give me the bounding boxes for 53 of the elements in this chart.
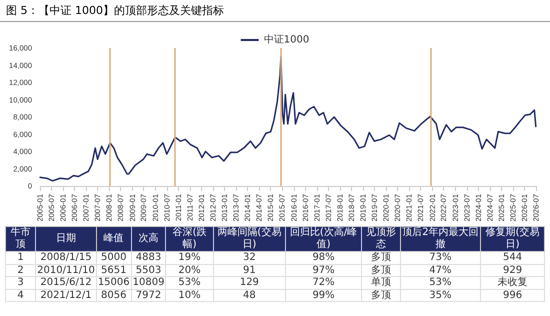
text: 53% — [400, 276, 481, 289]
text: 牛市顶 — [6, 226, 36, 252]
text: 2 — [6, 264, 36, 276]
text: 修复期(交易日) — [480, 226, 544, 252]
text: 3 — [6, 276, 36, 289]
line-series — [39, 56, 537, 182]
text: 19% — [166, 252, 214, 264]
text: 15006 — [96, 276, 132, 289]
text: 5000 — [96, 252, 132, 264]
text: 1 — [6, 252, 36, 264]
legend-label: 中证1000 — [264, 34, 310, 46]
text: 4 — [6, 289, 36, 302]
text: 32 — [213, 252, 286, 264]
text: 35% — [400, 289, 481, 302]
text: 7972 — [131, 289, 166, 302]
text: 8056 — [96, 289, 132, 302]
text: 5651 — [96, 264, 132, 276]
text: 99% — [286, 289, 362, 302]
text: 2010/11/10 — [36, 264, 96, 276]
text: 10809 — [131, 276, 166, 289]
text: 谷深(跌幅) — [166, 226, 214, 252]
text: 53% — [166, 276, 214, 289]
text: 73% — [400, 252, 481, 264]
text: 两峰间隔(交易日) — [213, 226, 286, 252]
text: 未收复 — [480, 276, 544, 289]
text: 峰值 — [96, 226, 132, 252]
text: 2008/1/15 — [36, 252, 96, 264]
text: 72% — [286, 276, 362, 289]
text: 多顶 — [361, 252, 400, 264]
text: 929 — [480, 264, 544, 276]
text: 单顶 — [361, 276, 400, 289]
text: 次高 — [131, 226, 166, 252]
text: 47% — [400, 264, 481, 276]
text: 2015/6/12 — [36, 276, 96, 289]
text: 见顶形态 — [361, 226, 400, 252]
text: 98% — [286, 252, 362, 264]
text: 97% — [286, 264, 362, 276]
text: 20% — [166, 264, 214, 276]
text: 4883 — [131, 252, 166, 264]
chart-title: 图 5：【中证 1000】的顶部形态及关键指标 — [0, 0, 550, 22]
text: 顶后2年内最大回撤 — [400, 226, 481, 252]
text: 996 — [480, 289, 544, 302]
text: 回归比(次高/峰值) — [286, 226, 362, 252]
text: 日期 — [36, 226, 96, 252]
text: 129 — [213, 276, 286, 289]
text: 10% — [166, 289, 214, 302]
text: 544 — [480, 252, 544, 264]
text: 48 — [213, 289, 286, 302]
text: 多顶 — [361, 264, 400, 276]
text: 5503 — [131, 264, 166, 276]
text: 2021/12/1 — [36, 289, 96, 302]
text: 91 — [213, 264, 286, 276]
text: 多顶 — [361, 289, 400, 302]
